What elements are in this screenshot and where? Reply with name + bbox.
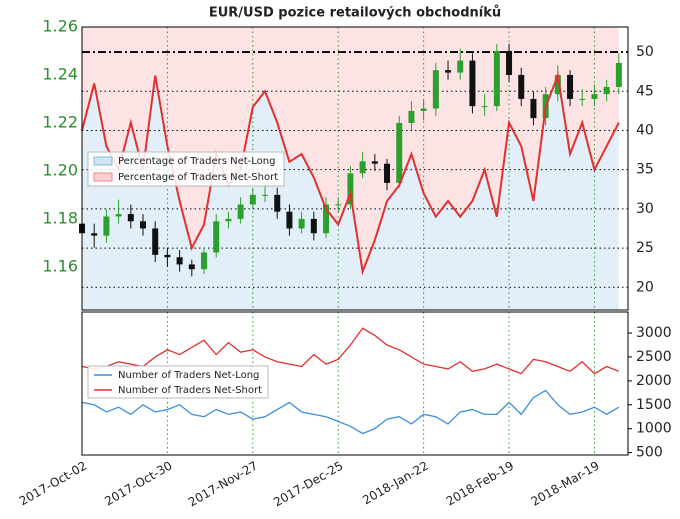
candle-body [140,221,147,229]
candle-body [347,173,354,205]
y-tick-label: 2500 [636,349,672,365]
legend-label: Number of Traders Net-Short [118,385,262,396]
candle-body [432,70,439,109]
legend-swatch [93,156,113,166]
y-tick-label: 1.26 [42,17,78,36]
candle-body [359,161,366,174]
legend-label: Percentage of Traders Net-Long [118,156,276,167]
legend: Number of Traders Net-Long Number of Trad… [87,365,269,399]
legend-label: Percentage of Traders Net-Short [118,172,278,183]
y2-tick-label: 40 [636,122,654,138]
candle-body [213,221,220,253]
y-tick-label: 1500 [636,397,672,413]
y2-tick-label: 50 [636,44,654,60]
candle-body [481,106,488,108]
candle-body [469,60,476,107]
candle-body [103,216,110,236]
x-tick-label: 2018-Jan-22 [360,459,431,508]
candle-body [518,74,525,99]
y-tick-label: 3000 [636,325,672,341]
legend-box [87,365,269,399]
y-tick-label: 1.22 [42,112,78,131]
y2-tick-label: 20 [636,279,654,295]
candle-body [237,204,244,219]
y-tick-label: 500 [636,445,663,461]
candle-body [323,204,330,234]
x-tick-label: 2018-Mar-19 [529,459,602,509]
candle-body [127,214,134,222]
y2-tick-label: 30 [636,201,654,217]
candle-body [420,108,427,111]
candle-body [201,252,208,270]
y2-tick-label: 35 [636,162,654,178]
candle-body [554,74,561,95]
candle-body [396,122,403,183]
candle-body [371,161,378,164]
candle-body [591,94,598,99]
chart-title: EUR/USD pozice retailových obchodníků [209,6,501,21]
candle-body [445,70,452,73]
candle-body [335,204,342,206]
x-tick-label: 2017-Oct-30 [102,459,174,509]
candle-body [91,233,98,236]
candle-body [152,228,159,255]
candle-body [603,86,610,95]
candle-body [530,98,537,119]
candle-body [188,264,195,270]
y-tick-label: 1.18 [42,208,78,227]
legend-label: Number of Traders Net-Long [118,370,259,381]
candle-body [615,62,622,87]
legend-box [87,151,285,187]
plot-frame [81,311,629,456]
candle-body [567,74,574,99]
candle-body [298,218,305,229]
y-tick-label: 1.16 [42,256,78,275]
x-tick-label: 2017-Oct-02 [17,459,89,509]
count-line [81,389,620,435]
candle-body [384,163,391,183]
y-tick-label: 1000 [636,421,672,437]
net-short-area [82,27,619,272]
candle-body [249,194,256,205]
y2-tick-label: 45 [636,83,654,99]
y2-tick-label: 25 [636,240,654,256]
candle-body [274,194,281,212]
x-tick-label: 2017-Nov-27 [186,459,260,510]
candle-body [493,50,500,107]
candle-body [164,254,171,258]
candle-body [176,257,183,265]
y-tick-label: 1.20 [42,160,78,179]
x-tick-label: 2017-Dec-25 [271,459,345,510]
legend: Percentage of Traders Net-Long Percentage… [87,151,285,187]
count-line [81,327,620,375]
candle-body [457,60,464,73]
candle-body [579,98,586,100]
y-tick-label: 2000 [636,373,672,389]
x-tick-label: 2018-Feb-19 [444,459,517,509]
candle-body [262,194,269,196]
candle-body [225,218,232,222]
plot-frame [81,26,629,311]
candle-body [286,211,293,229]
candle-body [115,214,122,217]
candle-body [310,218,317,234]
y-tick-label: 1.24 [42,64,78,83]
candle-body [408,110,415,123]
candle-body [506,50,513,75]
legend-swatch [93,172,113,182]
